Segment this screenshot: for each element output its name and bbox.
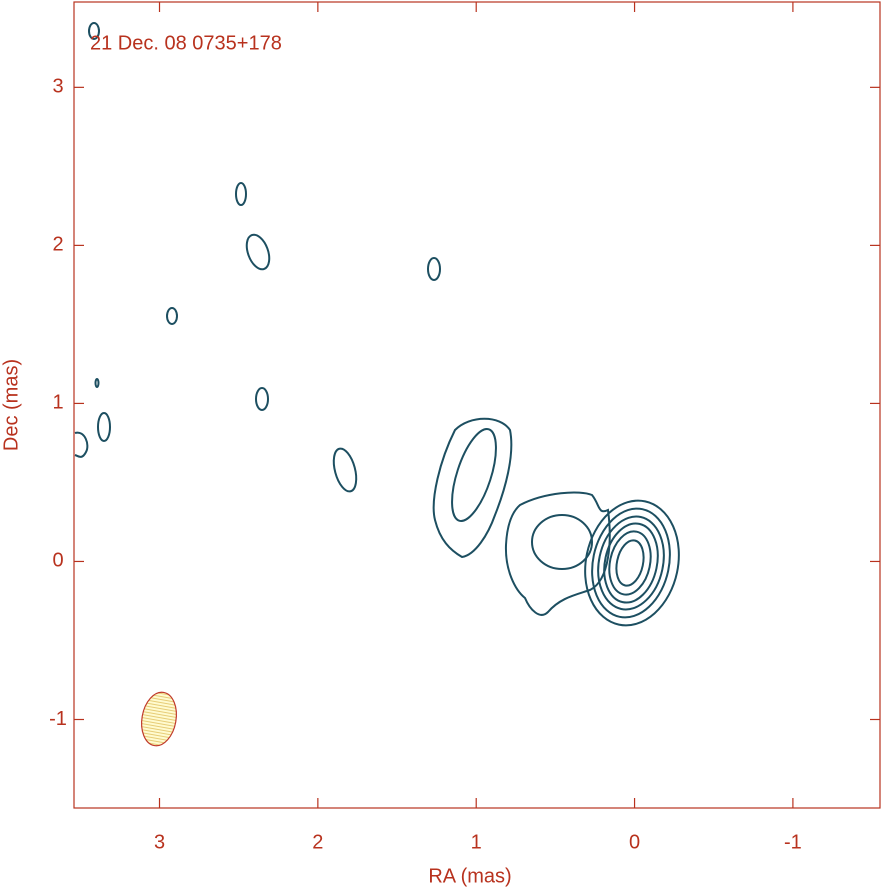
contour	[603, 522, 659, 604]
y-axis-label: Dec (mas)	[0, 359, 22, 451]
contour	[166, 307, 178, 325]
chart-title: 21 Dec. 08 0735+178	[90, 32, 282, 54]
contour	[94, 378, 100, 388]
y-tick-label: -1	[49, 708, 67, 730]
contour	[74, 431, 89, 458]
contour	[432, 417, 513, 559]
y-tick-label: 0	[52, 550, 63, 572]
contour	[88, 22, 100, 40]
contour	[97, 412, 111, 442]
x-tick-label: 1	[471, 831, 482, 853]
contour	[332, 447, 358, 493]
x-axis-label: RA (mas)	[428, 865, 511, 887]
y-tick-label: 1	[52, 392, 63, 414]
contour	[255, 387, 269, 411]
beam-ellipse	[141, 691, 177, 747]
contour	[504, 491, 611, 616]
x-tick-label: 2	[312, 831, 323, 853]
contour	[427, 257, 441, 281]
contour	[531, 514, 593, 570]
contour	[591, 507, 671, 619]
y-tick-label: 2	[52, 234, 63, 256]
x-tick-label: 0	[629, 831, 640, 853]
contour	[451, 428, 497, 522]
contour	[584, 499, 680, 627]
y-tick-label: 3	[52, 76, 63, 98]
contour	[608, 530, 652, 596]
x-tick-label: 3	[154, 831, 165, 853]
contour	[597, 515, 665, 611]
contour	[245, 233, 271, 271]
contours	[74, 22, 680, 627]
contour	[235, 182, 247, 206]
contour	[615, 539, 645, 587]
plot-frame	[73, 1, 881, 809]
x-tick-label: -1	[784, 831, 802, 853]
